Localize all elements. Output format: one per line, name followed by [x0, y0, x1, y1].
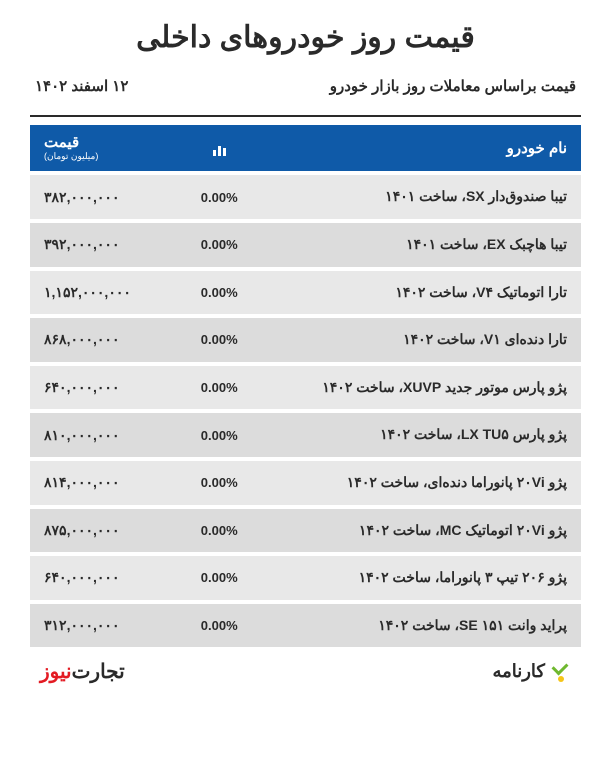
table-header: نام خودرو قیمت (میلیون تومان)	[30, 125, 581, 171]
cell-price: ۳۸۲,۰۰۰,۰۰۰	[44, 189, 175, 206]
cell-change: 0.00%	[175, 428, 264, 443]
karnameh-brand: کارنامه	[492, 661, 571, 682]
table-row: پژو پارس موتور جدید XUVP، ساخت ۱۴۰۲0.00%…	[30, 366, 581, 410]
subtitle: قیمت براساس معاملات روز بازار خودرو	[330, 77, 576, 95]
cell-price: ۱,۱۵۲,۰۰۰,۰۰۰	[44, 284, 175, 301]
header-name: نام خودرو	[264, 139, 567, 157]
karnameh-logo-icon	[551, 662, 571, 682]
page-title: قیمت روز خودروهای داخلی	[30, 20, 581, 55]
divider	[30, 115, 581, 117]
cell-change: 0.00%	[175, 380, 264, 395]
table-row: تیبا هاچبک EX، ساخت ۱۴۰۱0.00%۳۹۲,۰۰۰,۰۰۰	[30, 223, 581, 267]
table-row: پژو ۲۰Vi پانوراما دنده‌ای، ساخت ۱۴۰۲0.00…	[30, 461, 581, 505]
cell-change: 0.00%	[175, 190, 264, 205]
bar-chart-icon	[212, 141, 227, 156]
table-row: پژو ۲۰۶ تیپ ۳ پانوراما، ساخت ۱۴۰۲0.00%۶۴…	[30, 556, 581, 600]
cell-name: پژو پارس موتور جدید XUVP، ساخت ۱۴۰۲	[264, 378, 567, 398]
header-change	[175, 141, 264, 156]
cell-name: تیبا هاچبک EX، ساخت ۱۴۰۱	[264, 235, 567, 255]
cell-price: ۸۱۰,۰۰۰,۰۰۰	[44, 427, 175, 444]
cell-name: پژو ۲۰۶ تیپ ۳ پانوراما، ساخت ۱۴۰۲	[264, 568, 567, 588]
table-row: تیبا صندوق‌دار SX، ساخت ۱۴۰۱0.00%۳۸۲,۰۰۰…	[30, 175, 581, 219]
cell-price: ۸۶۸,۰۰۰,۰۰۰	[44, 331, 175, 348]
karnameh-text: کارنامه	[492, 661, 545, 682]
cell-price: ۳۹۲,۰۰۰,۰۰۰	[44, 236, 175, 253]
table-row: پژو پارس LX TU۵، ساخت ۱۴۰۲0.00%۸۱۰,۰۰۰,۰…	[30, 413, 581, 457]
cell-price: ۶۴۰,۰۰۰,۰۰۰	[44, 569, 175, 586]
cell-price: ۳۱۲,۰۰۰,۰۰۰	[44, 617, 175, 634]
cell-price: ۶۴۰,۰۰۰,۰۰۰	[44, 379, 175, 396]
cell-price: ۸۱۴,۰۰۰,۰۰۰	[44, 474, 175, 491]
tejarat-text-1: تجارت‌	[72, 661, 125, 683]
date: ۱۲ اسفند ۱۴۰۲	[35, 77, 128, 95]
cell-change: 0.00%	[175, 237, 264, 252]
cell-change: 0.00%	[175, 475, 264, 490]
cell-change: 0.00%	[175, 285, 264, 300]
cell-name: پژو پارس LX TU۵، ساخت ۱۴۰۲	[264, 425, 567, 445]
cell-price: ۸۷۵,۰۰۰,۰۰۰	[44, 522, 175, 539]
header-price: قیمت (میلیون تومان)	[44, 135, 175, 161]
cell-name: تارا دنده‌ای V۱، ساخت ۱۴۰۲	[264, 330, 567, 350]
cell-change: 0.00%	[175, 570, 264, 585]
cell-change: 0.00%	[175, 618, 264, 633]
cell-name: تیبا صندوق‌دار SX، ساخت ۱۴۰۱	[264, 187, 567, 207]
table-row: تارا اتوماتیک V۴، ساخت ۱۴۰۲0.00%۱,۱۵۲,۰۰…	[30, 271, 581, 315]
table-row: پژو ۲۰Vi اتوماتیک MC، ساخت ۱۴۰۲0.00%۸۷۵,…	[30, 509, 581, 553]
tejarat-brand: تجارت‌نیوز	[40, 659, 125, 684]
table-body: تیبا صندوق‌دار SX، ساخت ۱۴۰۱0.00%۳۸۲,۰۰۰…	[30, 175, 581, 647]
cell-name: پراید وانت ۱۵۱ SE، ساخت ۱۴۰۲	[264, 616, 567, 636]
cell-name: تارا اتوماتیک V۴، ساخت ۱۴۰۲	[264, 283, 567, 303]
table-row: تارا دنده‌ای V۱، ساخت ۱۴۰۲0.00%۸۶۸,۰۰۰,۰…	[30, 318, 581, 362]
footer: کارنامه تجارت‌نیوز	[30, 659, 581, 684]
cell-name: پژو ۲۰Vi اتوماتیک MC، ساخت ۱۴۰۲	[264, 521, 567, 541]
tejarat-text-2: نیوز	[40, 661, 72, 683]
cell-change: 0.00%	[175, 523, 264, 538]
cell-name: پژو ۲۰Vi پانوراما دنده‌ای، ساخت ۱۴۰۲	[264, 473, 567, 493]
table-row: پراید وانت ۱۵۱ SE، ساخت ۱۴۰۲0.00%۳۱۲,۰۰۰…	[30, 604, 581, 648]
subtitle-row: قیمت براساس معاملات روز بازار خودرو ۱۲ ا…	[30, 77, 581, 95]
cell-change: 0.00%	[175, 332, 264, 347]
